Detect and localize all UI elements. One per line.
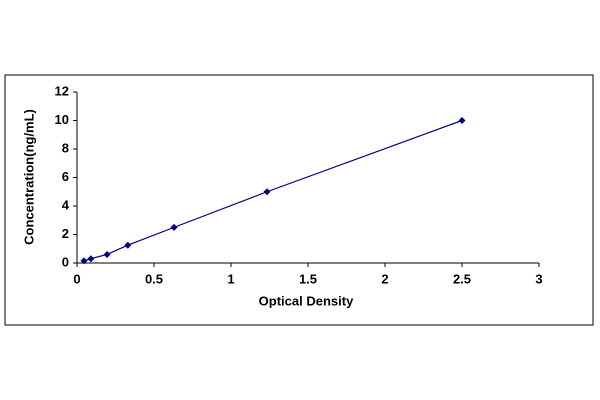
x-tick-label: 2 [381,271,388,286]
data-point [80,257,88,265]
chart-frame [4,74,594,326]
y-tick-label: 8 [62,140,69,155]
x-tick-label: 0.5 [145,271,163,286]
x-tick-label: 1.5 [299,271,317,286]
y-tick-label: 12 [55,83,69,98]
data-point [170,223,178,231]
data-point [458,117,466,124]
y-axis-label: Concentration(ng/mL) [21,109,36,245]
x-tick-label: 3 [535,271,542,286]
data-point [103,250,111,258]
x-axis-label: Optical Density [259,293,354,308]
y-tick-label: 10 [55,112,69,127]
data-point [87,255,95,263]
y-tick-label: 0 [62,254,69,269]
y-tick-label: 6 [62,169,69,184]
y-tick-label: 4 [62,197,70,212]
x-tick-label: 1 [227,271,234,286]
x-tick-label: 0 [73,271,80,286]
data-point [263,188,271,196]
x-tick-label: 2.5 [453,271,471,286]
data-point [124,241,132,249]
y-tick-label: 2 [62,226,69,241]
